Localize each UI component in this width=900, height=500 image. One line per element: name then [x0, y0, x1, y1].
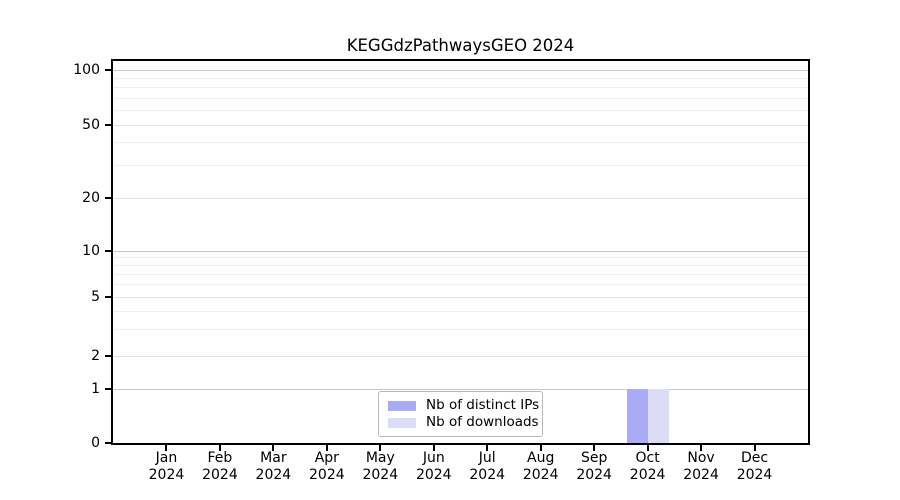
grid-line-minor — [113, 274, 808, 275]
grid-line-minor — [113, 284, 808, 285]
y-tick-mark — [105, 442, 113, 444]
grid-line-major — [113, 389, 808, 390]
grid-line-minor — [113, 257, 808, 258]
grid-line-sub — [113, 297, 808, 298]
x-tick-mark — [325, 445, 328, 451]
bar-downloads — [647, 389, 669, 443]
x-tick-label: Oct 2024 — [629, 450, 666, 483]
x-tick-mark — [165, 445, 168, 451]
y-tick-label: 0 — [91, 435, 100, 451]
y-tick-mark — [105, 250, 113, 252]
x-tick-label: Apr 2024 — [309, 450, 345, 483]
x-tick-label: Aug 2024 — [522, 450, 559, 483]
legend-label-downloads: Nb of downloads — [426, 414, 539, 430]
y-tick-label: 20 — [82, 190, 100, 206]
legend-swatch-downloads — [388, 417, 416, 428]
legend-item-distinct-ips: Nb of distinct IPs — [388, 398, 539, 413]
grid-line-minor — [113, 311, 808, 312]
top-spine — [111, 59, 810, 61]
x-tick-label: Jul 2024 — [469, 450, 506, 483]
x-tick-label: Sep 2024 — [576, 450, 612, 483]
x-tick-mark — [700, 445, 703, 451]
legend-item-downloads: Nb of downloads — [388, 415, 539, 430]
chart-title: KEGGdzPathwaysGEO 2024 — [346, 36, 575, 55]
x-tick-mark — [539, 445, 542, 451]
x-tick-label: May 2024 — [362, 450, 399, 483]
x-tick-mark — [272, 445, 275, 451]
grid-line-sub — [113, 198, 808, 199]
y-tick-mark — [105, 197, 113, 199]
x-tick-mark — [432, 445, 435, 451]
bar-distinct-ips — [626, 389, 648, 443]
right-spine — [808, 59, 810, 445]
y-tick-mark — [105, 355, 113, 357]
grid-line-major — [113, 251, 808, 252]
grid-line-sub — [113, 125, 808, 126]
grid-line-minor — [113, 329, 808, 330]
y-tick-label: 5 — [91, 289, 100, 305]
x-tick-label: Mar 2024 — [255, 450, 292, 483]
y-tick-mark — [105, 69, 113, 71]
y-tick-mark — [105, 124, 113, 126]
y-tick-label: 10 — [82, 243, 100, 259]
left-spine-y-axis — [111, 59, 113, 445]
grid-line-major — [113, 70, 808, 71]
x-tick-mark — [753, 445, 756, 451]
legend-swatch-distinct-ips — [388, 400, 416, 411]
x-tick-label: Nov 2024 — [683, 450, 719, 483]
grid-line-minor — [113, 98, 808, 99]
x-tick-mark — [593, 445, 596, 451]
legend: Nb of distinct IPs Nb of downloads — [378, 391, 543, 437]
grid-line-minor — [113, 78, 808, 79]
y-tick-label: 50 — [82, 117, 100, 133]
x-tick-label: Feb 2024 — [202, 450, 238, 483]
x-tick-mark — [379, 445, 382, 451]
y-tick-label: 100 — [73, 62, 100, 78]
grid-line-minor — [113, 87, 808, 88]
x-tick-mark — [218, 445, 221, 451]
x-tick-label: Jan 2024 — [148, 450, 185, 483]
x-tick-label: Jun 2024 — [415, 450, 452, 483]
grid-line-minor — [113, 142, 808, 143]
y-tick-label: 2 — [91, 348, 100, 364]
y-tick-mark — [105, 296, 113, 298]
y-tick-label: 1 — [91, 381, 100, 397]
x-tick-label: Dec 2024 — [736, 450, 773, 483]
y-tick-mark — [105, 388, 113, 390]
bottom-spine-x-axis — [111, 443, 810, 445]
grid-line-minor — [113, 165, 808, 166]
grid-line-minor — [113, 265, 808, 266]
x-tick-mark — [486, 445, 489, 451]
legend-label-distinct-ips: Nb of distinct IPs — [426, 397, 540, 413]
x-tick-mark — [646, 445, 649, 451]
grid-line-minor — [113, 110, 808, 111]
grid-line-sub — [113, 356, 808, 357]
